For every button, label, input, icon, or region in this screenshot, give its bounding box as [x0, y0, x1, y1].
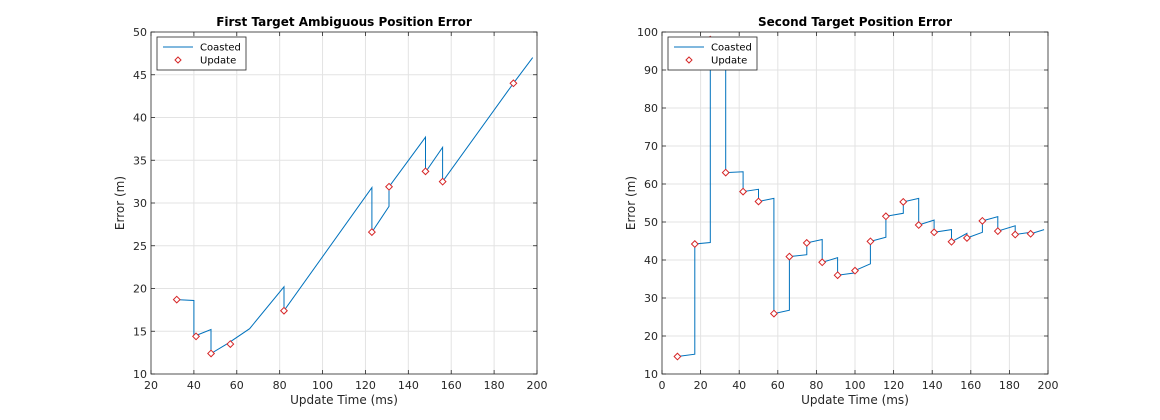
x-tick-label: 40 — [732, 379, 746, 392]
update-point — [914, 221, 923, 230]
update-point — [818, 258, 827, 267]
x-tick-label: 100 — [845, 379, 866, 392]
update-point — [978, 216, 987, 225]
x-tick-label: 160 — [960, 379, 981, 392]
update-point — [207, 349, 216, 358]
y-tick-label: 90 — [644, 64, 658, 77]
y-tick-label: 30 — [133, 197, 147, 210]
update-point — [739, 187, 748, 196]
chart-title: First Target Ambiguous Position Error — [216, 15, 472, 29]
x-axis-label: Update Time (ms) — [801, 393, 909, 407]
chart-panel-left: 20 40 60 80 100 120 140 160 180 200 10 15 20 25 30 35 40… — [113, 15, 548, 407]
update-point — [947, 237, 956, 246]
y-tick-label: 100 — [637, 26, 658, 39]
y-tick-label: 50 — [133, 26, 147, 39]
x-tick-label: 120 — [883, 379, 904, 392]
x-tick-label: 40 — [187, 379, 201, 392]
y-tick-label: 35 — [133, 154, 147, 167]
legend-label: Update — [711, 56, 747, 67]
update-point — [421, 167, 430, 176]
update-point — [850, 266, 860, 275]
y-tick-label: 70 — [644, 140, 658, 153]
chart-title: Second Target Position Error — [758, 15, 952, 29]
update-point — [833, 271, 842, 280]
chart-panel-right: 0 20 40 60 80 100 120 140 160 180 200 10 20 30 40 50 60 7… — [624, 15, 1059, 407]
update-point — [192, 332, 201, 341]
series-line-coasted — [677, 39, 1045, 357]
y-tick-label: 40 — [644, 254, 658, 267]
update-point — [279, 306, 288, 315]
x-tick-label: 200 — [527, 379, 548, 392]
data-layer — [673, 35, 1045, 361]
x-tick-label: 20 — [694, 379, 708, 392]
update-point — [993, 227, 1002, 236]
update-point — [802, 238, 811, 247]
legend-marker-update — [685, 56, 693, 64]
update-point — [226, 340, 235, 349]
y-tick-label: 20 — [133, 283, 147, 296]
legend-label: Coasted — [200, 43, 241, 54]
update-point — [1026, 229, 1035, 238]
x-tick-label: 0 — [659, 379, 666, 392]
x-tick-label: 100 — [312, 379, 333, 392]
series-line-coasted — [176, 57, 534, 355]
update-point — [754, 197, 763, 206]
x-tick-label: 80 — [273, 379, 287, 392]
x-tick-label: 140 — [398, 379, 419, 392]
x-tick-label: 140 — [922, 379, 943, 392]
update-point — [385, 182, 394, 191]
update-point — [899, 197, 908, 206]
legend-box — [667, 36, 758, 71]
update-point — [721, 168, 730, 177]
x-tick-label: 20 — [144, 379, 158, 392]
y-tick-label: 50 — [644, 216, 658, 229]
y-tick-label: 80 — [644, 102, 658, 115]
data-layer — [172, 57, 534, 358]
update-point — [769, 309, 778, 318]
y-tick-label: 60 — [644, 178, 658, 191]
x-tick-label: 60 — [771, 379, 785, 392]
update-point — [866, 237, 875, 246]
x-tick-label: 80 — [809, 379, 823, 392]
update-point — [509, 79, 518, 88]
x-tick-label: 180 — [484, 379, 505, 392]
y-tick-label: 25 — [133, 240, 147, 253]
x-tick-label: 180 — [999, 379, 1020, 392]
y-tick-label: 15 — [133, 325, 147, 338]
y-tick-label: 10 — [644, 368, 658, 381]
update-point — [930, 228, 939, 237]
update-point — [673, 352, 682, 361]
update-point — [367, 228, 376, 237]
update-point — [438, 177, 447, 186]
y-axis-label: Error (m) — [113, 176, 127, 230]
y-tick-label: 45 — [133, 69, 147, 82]
y-tick-label: 30 — [644, 292, 658, 305]
x-tick-label: 60 — [230, 379, 244, 392]
legend-label: Coasted — [711, 43, 752, 54]
legend-marker-update — [174, 56, 182, 64]
y-tick-label: 20 — [644, 330, 658, 343]
y-tick-label: 40 — [133, 112, 147, 125]
y-tick-label: 10 — [133, 368, 147, 381]
y-axis-label: Error (m) — [624, 176, 638, 230]
legend-label: Update — [200, 56, 236, 67]
update-point — [962, 233, 971, 242]
legend-box — [156, 36, 247, 71]
update-point — [172, 295, 181, 304]
update-point — [785, 252, 794, 261]
x-tick-label: 200 — [1038, 379, 1059, 392]
update-point — [881, 212, 890, 221]
update-point — [1011, 230, 1020, 239]
x-axis-label: Update Time (ms) — [290, 393, 398, 407]
x-tick-label: 160 — [441, 379, 462, 392]
x-tick-label: 120 — [355, 379, 376, 392]
update-point — [690, 240, 699, 249]
